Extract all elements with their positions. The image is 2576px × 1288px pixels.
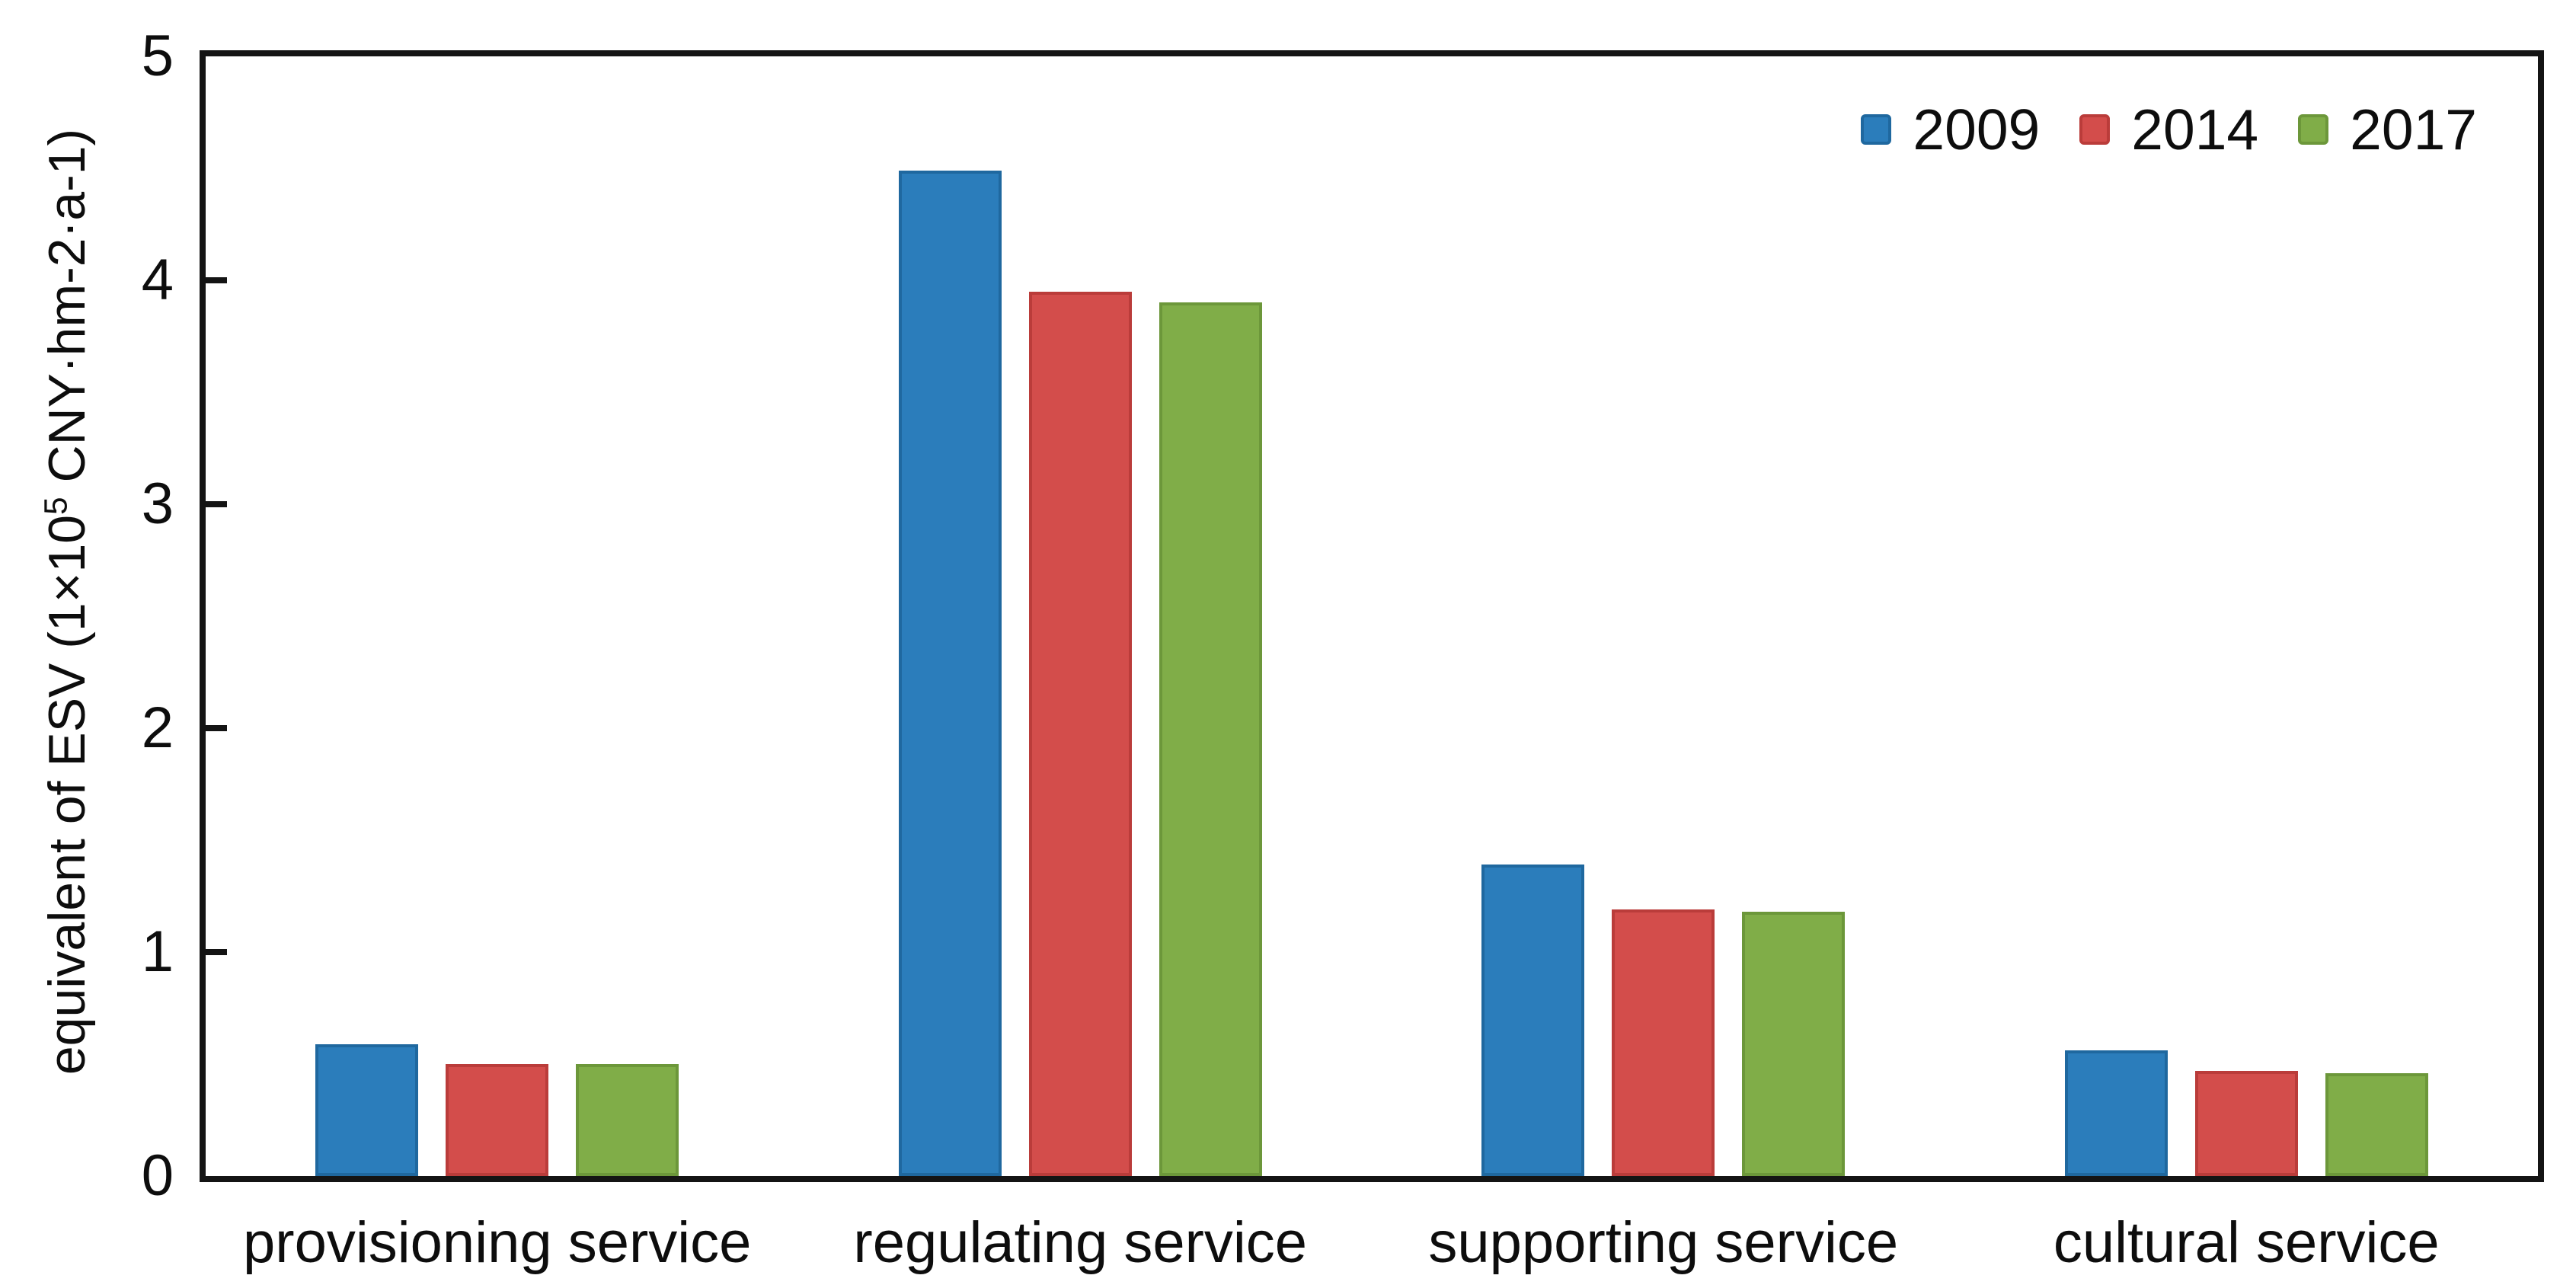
- y-tick-mark-3: [206, 501, 227, 507]
- bar-2014-cultural: [2194, 1070, 2298, 1176]
- bar-2014-regulating: [1028, 291, 1132, 1176]
- legend-label-2017: 2017: [2350, 97, 2477, 161]
- y-tick-label-3: 3: [141, 471, 174, 536]
- y-tick-label-5: 5: [141, 24, 174, 88]
- legend-label-2009: 2009: [1913, 97, 2041, 161]
- bar-2017-cultural: [2325, 1072, 2428, 1176]
- bar-2014-supporting: [1612, 909, 1715, 1176]
- legend: 2009 2014 2017: [1861, 99, 2477, 160]
- y-tick-mark-4: [206, 277, 227, 283]
- y-tick-label-2: 2: [141, 695, 174, 760]
- y-tick-label-0: 0: [141, 1143, 174, 1208]
- x-category-label-regulating: regulating service: [853, 1210, 1308, 1275]
- x-category-label-supporting: supporting service: [1428, 1210, 1899, 1275]
- bar-2014-provisioning: [446, 1064, 549, 1176]
- bar-2017-provisioning: [576, 1064, 679, 1176]
- x-category-label-cultural: cultural service: [2053, 1210, 2440, 1275]
- bar-2009-supporting: [1481, 865, 1585, 1176]
- legend-swatch-2014: [2079, 114, 2111, 145]
- bar-2017-regulating: [1159, 302, 1262, 1176]
- bar-2009-provisioning: [315, 1044, 419, 1176]
- legend-item-2009: 2009: [1861, 99, 2040, 160]
- legend-item-2014: 2014: [2079, 99, 2258, 160]
- plot-area: 2009 2014 2017: [200, 50, 2544, 1182]
- y-tick-mark-2: [206, 725, 227, 731]
- bar-2009-cultural: [2064, 1050, 2168, 1176]
- bar-2017-supporting: [1742, 912, 1846, 1176]
- y-axis-label-text: equivalent of ESV (1×10: [38, 514, 96, 1075]
- legend-swatch-2009: [1861, 114, 1892, 145]
- legend-item-2017: 2017: [2298, 99, 2477, 160]
- y-tick-mark-1: [206, 949, 227, 955]
- x-category-label-provisioning: provisioning service: [243, 1210, 752, 1275]
- legend-label-2014: 2014: [2131, 97, 2259, 161]
- y-tick-label-1: 1: [141, 919, 174, 984]
- y-tick-label-4: 4: [141, 248, 174, 312]
- bar-2009-regulating: [898, 170, 1002, 1176]
- legend-swatch-2017: [2298, 114, 2329, 145]
